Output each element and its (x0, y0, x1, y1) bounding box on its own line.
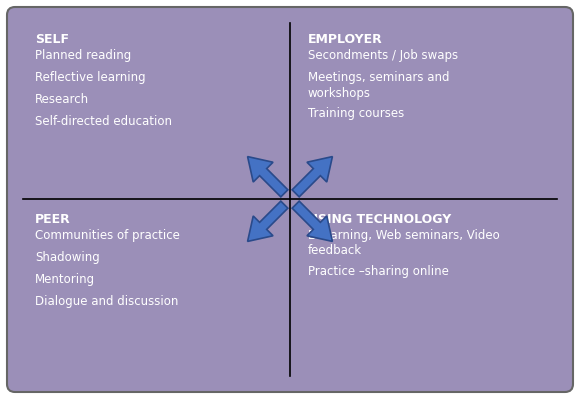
Text: Mentoring: Mentoring (35, 273, 95, 286)
FancyArrow shape (248, 156, 288, 197)
Text: E-learning, Web seminars, Video
feedback: E-learning, Web seminars, Video feedback (308, 229, 500, 257)
Text: Research: Research (35, 93, 89, 106)
Text: Dialogue and discussion: Dialogue and discussion (35, 295, 179, 308)
Text: Planned reading: Planned reading (35, 49, 131, 62)
Text: Shadowing: Shadowing (35, 251, 100, 264)
Text: Meetings, seminars and
workshops: Meetings, seminars and workshops (308, 71, 450, 99)
FancyArrow shape (292, 156, 332, 197)
FancyArrow shape (248, 201, 288, 241)
Text: Self-directed education: Self-directed education (35, 115, 172, 128)
Text: Communities of practice: Communities of practice (35, 229, 180, 242)
Text: Training courses: Training courses (308, 107, 404, 120)
FancyArrow shape (292, 201, 332, 241)
Text: Reflective learning: Reflective learning (35, 71, 146, 84)
Text: USING TECHNOLOGY: USING TECHNOLOGY (308, 213, 451, 226)
Text: Secondments / Job swaps: Secondments / Job swaps (308, 49, 458, 62)
Text: PEER: PEER (35, 213, 71, 226)
Text: EMPLOYER: EMPLOYER (308, 33, 383, 46)
Text: Practice –sharing online: Practice –sharing online (308, 265, 449, 278)
FancyBboxPatch shape (7, 7, 573, 392)
Text: SELF: SELF (35, 33, 69, 46)
